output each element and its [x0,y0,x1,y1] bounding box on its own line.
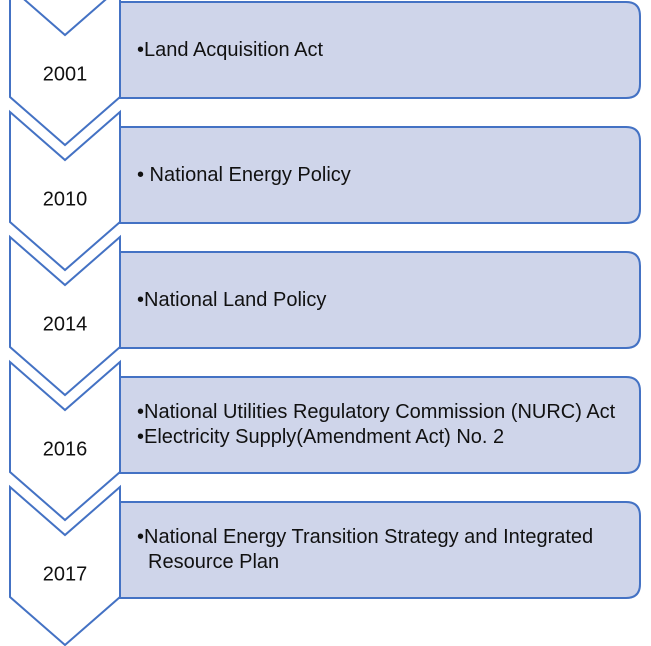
chevron [9,109,121,272]
bullet-list: •National Utilities Regulatory Commissio… [120,377,640,473]
content-box [119,251,641,349]
bullet-item: •National Energy Transition Strategy and… [137,526,594,573]
bullet-item: •National Land Policy [137,288,327,311]
content-box [119,1,641,99]
chevron [9,484,121,646]
year-label: 2016 [43,438,88,460]
year-label: 2014 [43,313,88,335]
bullet-item: •National Utilities Regulatory Commissio… [137,401,616,423]
year-label: 2017 [43,563,88,585]
bullet-list: •Land Acquisition Act [120,2,640,98]
bullet-item: •Electricity Supply(Amendment Act) No. 2 [137,426,505,448]
bullet-item: •Land Acquisition Act [137,38,324,61]
chevron [9,234,121,397]
year-label: 2001 [43,63,88,85]
chevron [9,359,121,522]
content-box [119,126,641,224]
bullet-list: •National Energy Transition Strategy and… [120,502,640,598]
bullet-item: • National Energy Policy [137,163,351,186]
year-label: 2010 [43,188,88,210]
chevron [9,0,121,147]
bullet-list: •National Land Policy [120,252,640,348]
content-box [119,501,641,599]
content-box [119,376,641,474]
bullet-list: • National Energy Policy [120,127,640,223]
